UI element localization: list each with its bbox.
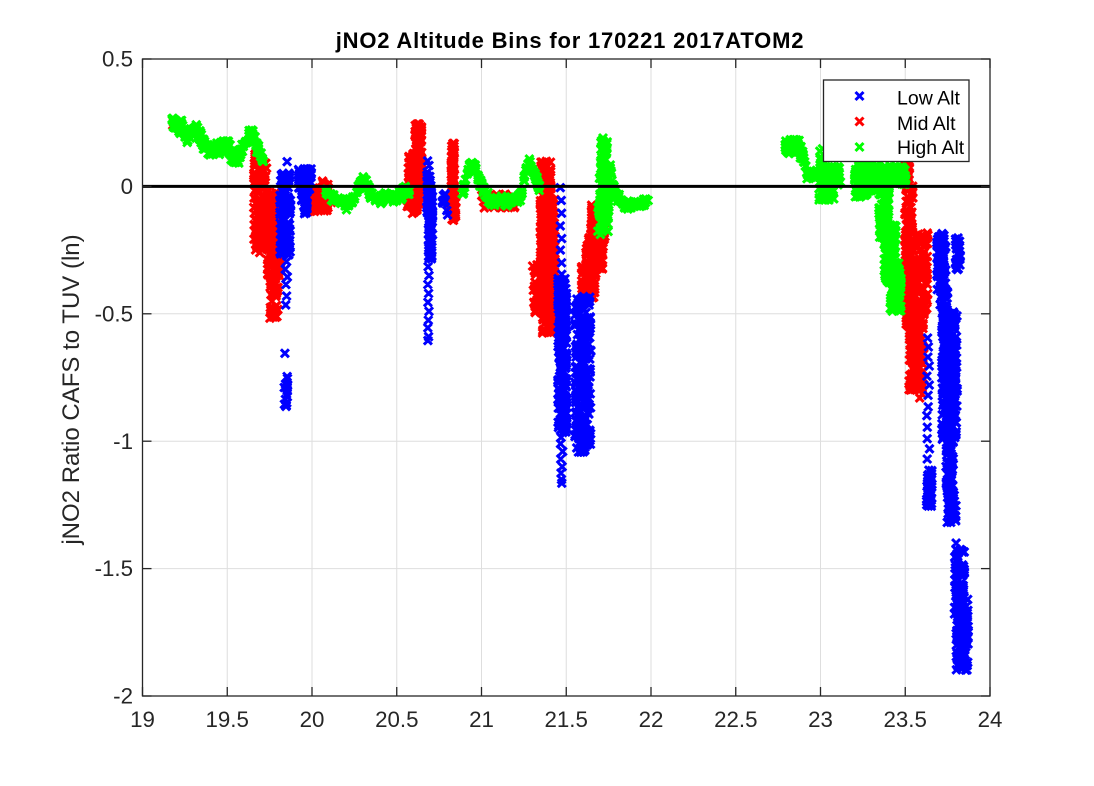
svg-text:21: 21 [469,707,494,732]
svg-text:22: 22 [639,707,664,732]
svg-text:24: 24 [978,707,1003,732]
svg-text:0.5: 0.5 [102,47,133,72]
svg-text:19.5: 19.5 [205,707,248,732]
svg-text:20.5: 20.5 [375,707,418,732]
svg-text:-0.5: -0.5 [95,301,133,326]
svg-text:jNO2 Ratio CAFS to TUV (ln): jNO2 Ratio CAFS to TUV (ln) [58,234,85,545]
svg-text:23.5: 23.5 [883,707,926,732]
svg-text:-2: -2 [113,684,133,709]
svg-text:21.5: 21.5 [544,707,587,732]
svg-text:22.5: 22.5 [714,707,757,732]
svg-text:jNO2 Altitude Bins for 170221: jNO2 Altitude Bins for 170221 2017ATOM2 [335,28,805,53]
svg-text:High Alt: High Alt [897,137,965,159]
svg-text:Mid Alt: Mid Alt [897,113,956,135]
svg-text:-1: -1 [113,429,133,454]
svg-text:19: 19 [130,707,155,732]
svg-text:Low Alt: Low Alt [897,88,960,110]
svg-text:0: 0 [121,174,133,199]
svg-text:20: 20 [300,707,325,732]
svg-text:23: 23 [808,707,833,732]
svg-text:-1.5: -1.5 [95,556,133,581]
